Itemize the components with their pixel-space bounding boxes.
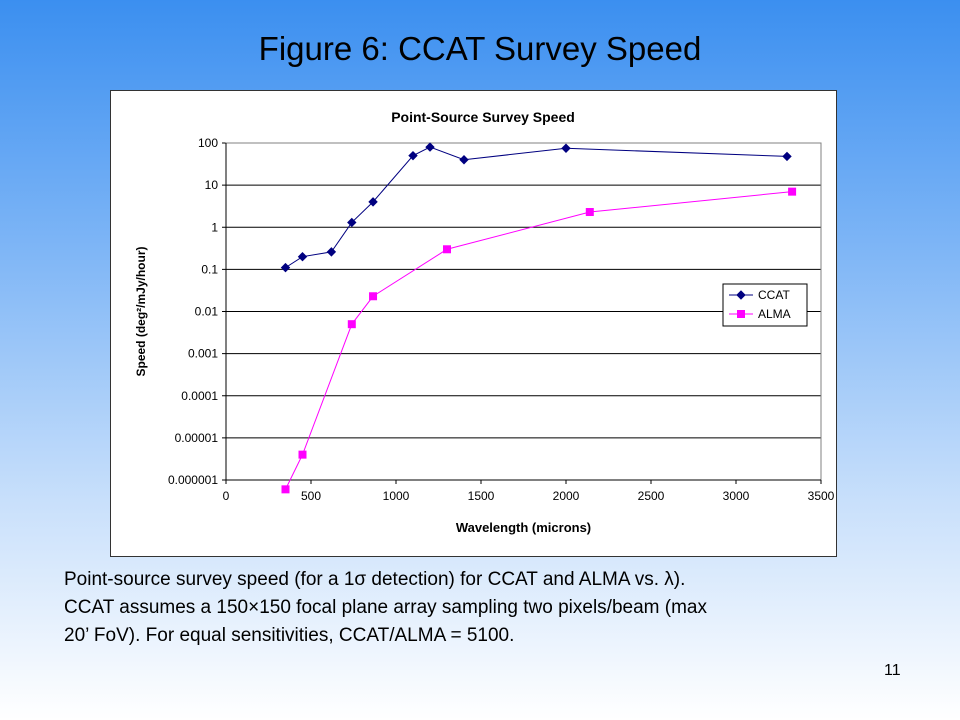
legend-label-alma: ALMA [758,307,791,321]
alma-data-point [369,292,378,301]
alma-data-point [443,245,451,254]
chart-title: Point-Source Survey Speed [391,109,575,125]
caption-line-1: Point-source survey speed (for a 1σ dete… [64,569,686,590]
ccat-data-point [297,251,308,262]
legend [722,283,808,327]
ccat-data-point [408,150,418,161]
legend-label-ccat: CCAT [758,288,790,302]
y-tick-label: 0.0001 [181,389,218,403]
y-tick-label: 0.1 [201,262,218,276]
caption-line-2: CCAT assumes a 150×150 focal plane array… [64,597,707,618]
y-tick-label: 0.00001 [175,431,219,445]
caption: Point-source survey speed (for a 1σ dete… [64,566,904,650]
x-tick-label: 3000 [723,489,750,503]
caption-line-3: 20’ FoV). For equal sensitivities, CCAT/… [64,625,515,646]
chart-panel: Point-Source Survey Speed 100 10 1 0.1 0.01 0.… [110,90,837,557]
y-axis-label: Speed (deg²/mJy/hour) [134,246,148,376]
y-tick-label: 0.01 [195,305,219,319]
ccat-data-point [280,262,291,273]
alma-data-point [788,187,797,196]
page-number: 11 [884,662,901,679]
ccat-series-line [285,146,788,269]
y-tick-label: 1 [211,220,218,234]
y-tick-label: 10 [205,178,219,192]
ccat-data-point [561,143,571,153]
x-axis-label: Wavelength (microns) [456,520,591,535]
ccat-data-point [782,151,792,162]
y-tick-label: 0.000001 [168,473,218,487]
alma-data-point [347,320,356,329]
x-tick-label: 2500 [638,489,665,503]
ccat-data-point [368,197,378,207]
x-tick-label: 500 [301,489,321,503]
ccat-data-point [459,155,469,165]
x-tick-label: 1000 [383,489,410,503]
survey-speed-chart: Point-Source Survey Speed 100 10 1 0.1 0.01 0.… [134,109,835,535]
legend-marker-ccat [736,290,746,300]
x-tick-label: 1500 [468,489,495,503]
x-tick-label: 0 [223,489,230,503]
y-tick-label: 100 [198,136,218,150]
alma-series-line [285,191,793,490]
alma-data-point [281,485,290,494]
alma-data-point [298,450,307,459]
ccat-data-point [425,142,435,152]
x-tick-label: 3500 [808,489,835,503]
legend-marker-alma [737,310,745,318]
y-tick-label: 0.001 [188,347,218,361]
ccat-data-point [347,217,357,228]
slide-title: Figure 6: CCAT Survey Speed [258,30,702,67]
x-tick-label: 2000 [553,489,580,503]
alma-data-point [585,208,594,217]
ccat-data-point [326,247,337,257]
